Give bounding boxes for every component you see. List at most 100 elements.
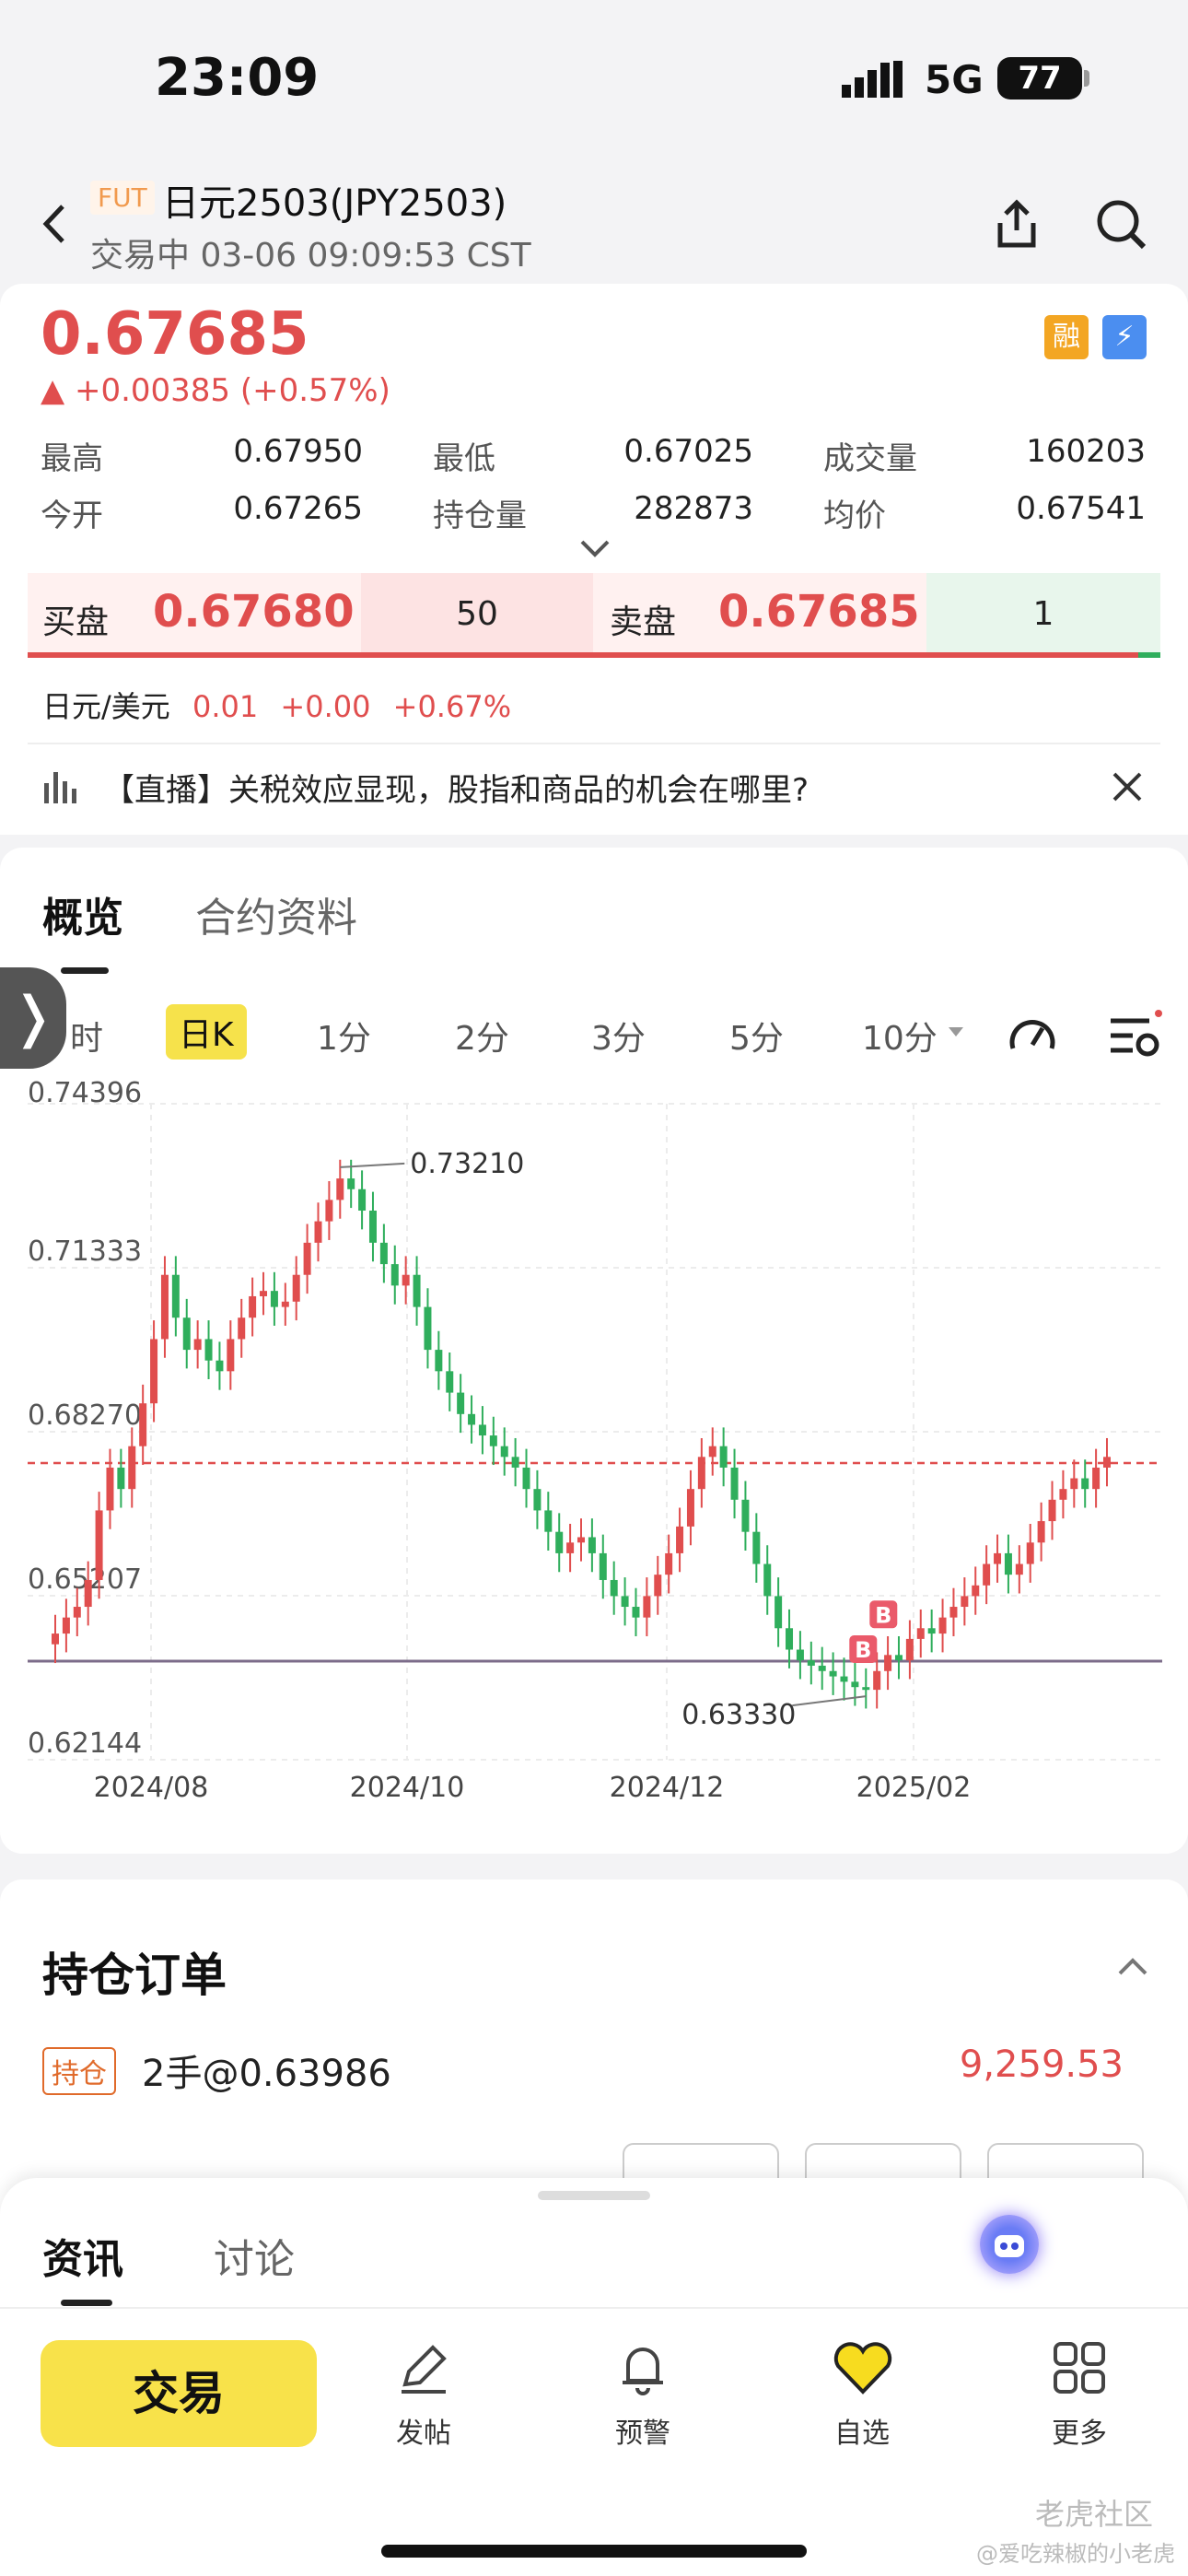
candle-body [927, 1628, 936, 1634]
candle-body [994, 1552, 1002, 1564]
candle-body [730, 1467, 739, 1500]
dropdown-caret-icon[interactable] [947, 1025, 965, 1037]
high-leader-line [340, 1162, 405, 1168]
candle-body [719, 1446, 728, 1468]
pen-icon[interactable] [396, 2340, 451, 2395]
candle-body [741, 1499, 750, 1532]
candle-body [390, 1264, 399, 1286]
period-10m[interactable]: 10分 [862, 1020, 938, 1058]
nav-post[interactable]: 发帖 [396, 2418, 451, 2450]
candle-body [884, 1655, 892, 1671]
position-pnl: 9,259.53 [959, 2043, 1124, 2086]
bid-price: 0.67680 [153, 586, 355, 638]
candle-body [905, 1638, 914, 1661]
market-status: 交易中 03-06 09:09:53 CST [90, 237, 531, 275]
x-tick-label: 2024/12 [610, 1772, 725, 1804]
period-5m[interactable]: 5分 [729, 1020, 784, 1058]
candle-body [544, 1510, 553, 1532]
low-label: 0.63330 [681, 1699, 796, 1731]
period-1m[interactable]: 1分 [317, 1020, 371, 1058]
robot-assistant-icon[interactable] [980, 2215, 1039, 2274]
tab-contract[interactable]: 合约资料 [195, 895, 357, 942]
candle-body [643, 1596, 651, 1618]
period-2m[interactable]: 2分 [455, 1020, 509, 1058]
candle-body [424, 1306, 432, 1351]
candlestick-chart[interactable]: 0.743960.713330.682700.652070.621442024/… [0, 1078, 1188, 1815]
position-tag: 持仓 [42, 2047, 116, 2095]
candle-body [249, 1295, 257, 1318]
candle-body [676, 1526, 684, 1553]
candle-body [215, 1360, 224, 1372]
candle-body [303, 1242, 311, 1275]
tab-news[interactable]: 资讯 [42, 2236, 123, 2283]
candle-body [665, 1552, 673, 1575]
close-icon[interactable] [1111, 770, 1144, 803]
home-indicator [381, 2545, 807, 2558]
candle-body [260, 1291, 268, 1296]
nav-watchlist[interactable]: 自选 [834, 2418, 890, 2450]
side-handle-icon[interactable]: ❭ [0, 967, 66, 1069]
related-row[interactable]: 日元/美元 0.01 +0.00 +0.67% [42, 684, 511, 726]
candle-body [566, 1542, 575, 1553]
candle-body [368, 1210, 377, 1243]
candle-body [1037, 1521, 1045, 1543]
nav-alert[interactable]: 预警 [615, 2418, 670, 2450]
bid-qty: 50 [456, 595, 498, 633]
buy-marker [869, 1600, 898, 1629]
trade-button[interactable]: 交易 [41, 2340, 317, 2447]
x-tick-label: 2024/08 [94, 1772, 209, 1804]
tab-discuss[interactable]: 讨论 [214, 2236, 295, 2283]
candle-body [1070, 1478, 1078, 1490]
candle-body [697, 1457, 705, 1490]
stat-avg-label: 均价 [823, 498, 886, 534]
period-time[interactable]: 时 [70, 1020, 104, 1058]
candle-body [489, 1435, 497, 1446]
heart-icon[interactable] [833, 2340, 893, 2395]
share-icon[interactable] [989, 197, 1044, 252]
candle-body [961, 1596, 969, 1608]
related-name: 日元/美元 [42, 689, 170, 724]
back-icon[interactable] [37, 201, 74, 247]
candle-body [413, 1274, 421, 1307]
candle-body [468, 1413, 476, 1425]
margin-badge[interactable]: 融 [1044, 315, 1089, 359]
divider [28, 743, 1160, 744]
grid-icon[interactable] [1052, 2340, 1107, 2395]
bid-cell[interactable] [28, 573, 361, 652]
candle-body [829, 1670, 837, 1677]
candle-body [938, 1617, 947, 1634]
candle-body [347, 1178, 355, 1189]
candle-body [610, 1579, 618, 1597]
nav-more[interactable]: 更多 [1052, 2418, 1107, 2450]
tab-overview[interactable]: 概览 [42, 895, 123, 942]
sheet-handle[interactable] [538, 2191, 650, 2200]
expand-chevron-icon[interactable] [577, 536, 613, 560]
candle-body [182, 1317, 191, 1351]
stat-open-value: 0.67265 [233, 490, 363, 527]
candle-body [336, 1178, 344, 1200]
ask-cell[interactable] [593, 573, 926, 652]
candle-body [511, 1457, 519, 1468]
candle-body [786, 1628, 794, 1650]
level-badge-icon[interactable]: ⚡ [1102, 315, 1147, 359]
gauge-icon[interactable] [1006, 1008, 1059, 1060]
indicator-settings-icon[interactable] [1107, 1010, 1162, 1061]
candle-body [1081, 1478, 1089, 1490]
candle-body [379, 1242, 388, 1265]
period-daily[interactable]: 日K [166, 1004, 247, 1060]
last-price: 0.67685 [41, 300, 309, 369]
position-title: 持仓订单 [42, 1949, 227, 2002]
candle-body [686, 1489, 694, 1527]
watermark-user: @爱吃辣椒的小老虎 [976, 2541, 1175, 2567]
candle-body [171, 1274, 180, 1318]
bell-icon[interactable] [615, 2340, 670, 2395]
news-headline[interactable]: 【直播】关税效应显现，股指和商品的机会在哪里? [103, 772, 809, 809]
period-3m[interactable]: 3分 [591, 1020, 646, 1058]
candle-body [533, 1489, 542, 1511]
search-icon[interactable] [1094, 197, 1149, 252]
position-detail: 2手@0.63986 [142, 2053, 391, 2095]
ask-price: 0.67685 [718, 586, 920, 638]
bid-label: 买盘 [42, 603, 110, 641]
candle-body [117, 1467, 125, 1490]
collapse-chevron-icon[interactable] [1114, 1953, 1151, 1979]
